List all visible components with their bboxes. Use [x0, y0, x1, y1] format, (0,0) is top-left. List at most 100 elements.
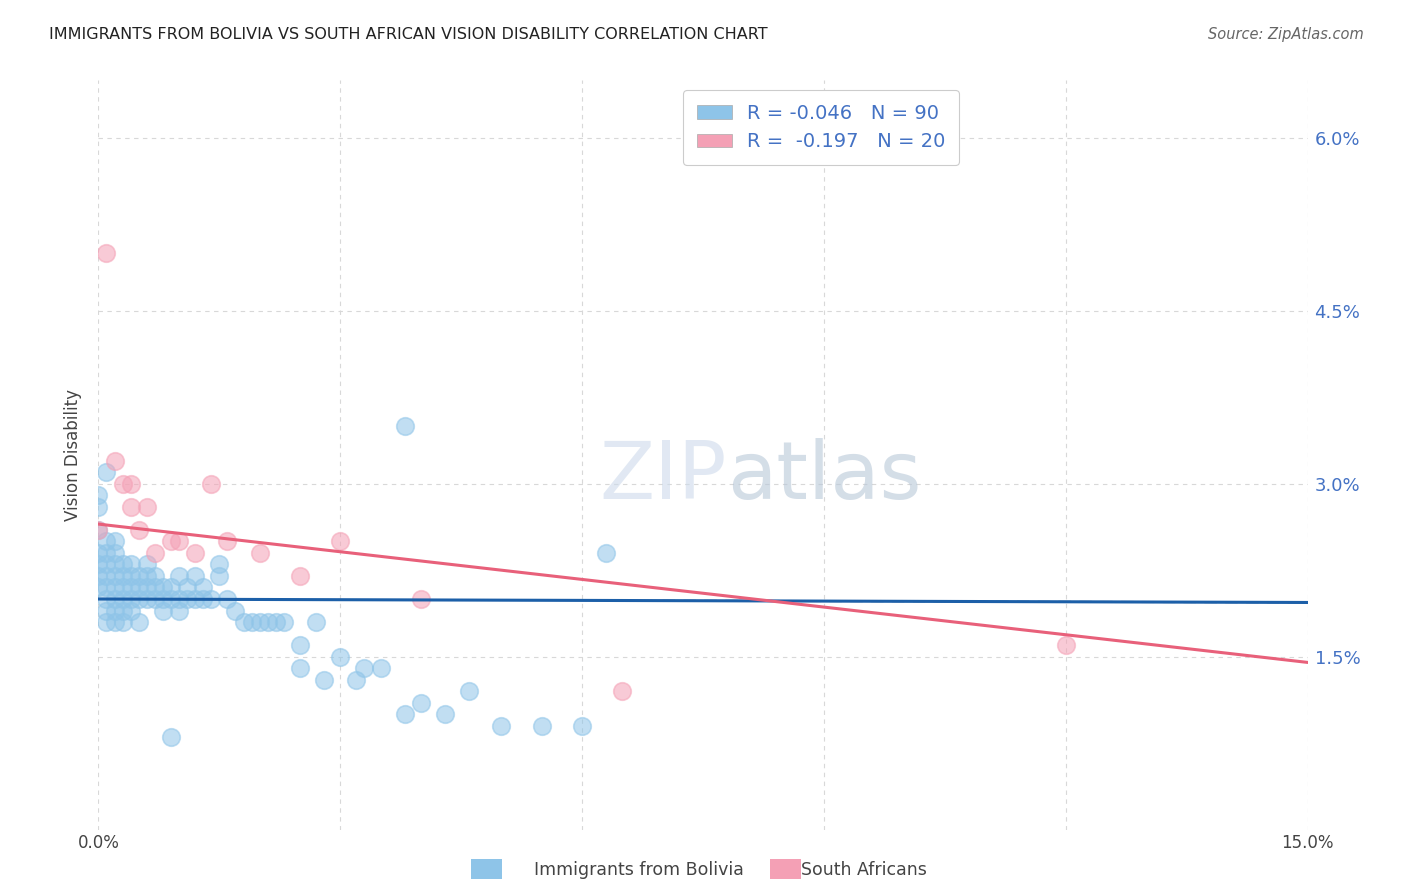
- Text: atlas: atlas: [727, 438, 921, 516]
- Point: [96, 615, 118, 629]
- Point: [530, 719, 553, 733]
- Point: [103, 592, 125, 607]
- Point: [167, 534, 190, 549]
- Point: [87, 488, 110, 502]
- Point: [96, 592, 118, 607]
- Point: [103, 534, 125, 549]
- Point: [120, 592, 142, 607]
- Point: [434, 707, 457, 722]
- Point: [344, 673, 367, 687]
- Point: [111, 569, 134, 583]
- Point: [167, 569, 190, 583]
- Point: [200, 592, 222, 607]
- Point: [103, 546, 125, 560]
- Point: [240, 615, 263, 629]
- Point: [87, 558, 110, 572]
- Point: [87, 581, 110, 595]
- Point: [120, 558, 142, 572]
- Point: [120, 569, 142, 583]
- Point: [111, 476, 134, 491]
- Point: [152, 592, 174, 607]
- Point: [409, 696, 432, 710]
- Point: [176, 581, 198, 595]
- Point: [256, 615, 278, 629]
- Point: [135, 558, 157, 572]
- Point: [184, 592, 207, 607]
- Point: [120, 476, 142, 491]
- Point: [103, 558, 125, 572]
- Point: [111, 615, 134, 629]
- Point: [135, 500, 157, 514]
- Point: [111, 581, 134, 595]
- Point: [96, 246, 118, 260]
- Point: [143, 592, 166, 607]
- Point: [409, 592, 432, 607]
- Point: [193, 592, 215, 607]
- Point: [96, 546, 118, 560]
- Point: [103, 615, 125, 629]
- Point: [160, 592, 183, 607]
- Text: Immigrants from Bolivia: Immigrants from Bolivia: [534, 861, 744, 879]
- Point: [491, 719, 513, 733]
- Point: [143, 581, 166, 595]
- Point: [288, 638, 311, 652]
- Point: [103, 453, 125, 467]
- Point: [103, 569, 125, 583]
- Point: [96, 581, 118, 595]
- Point: [184, 546, 207, 560]
- Text: IMMIGRANTS FROM BOLIVIA VS SOUTH AFRICAN VISION DISABILITY CORRELATION CHART: IMMIGRANTS FROM BOLIVIA VS SOUTH AFRICAN…: [49, 27, 768, 42]
- Point: [128, 615, 150, 629]
- Point: [184, 569, 207, 583]
- Point: [208, 569, 231, 583]
- Point: [111, 603, 134, 617]
- Point: [288, 569, 311, 583]
- Point: [329, 649, 352, 664]
- Point: [200, 476, 222, 491]
- Point: [120, 603, 142, 617]
- Point: [595, 546, 617, 560]
- Point: [111, 558, 134, 572]
- Point: [217, 534, 239, 549]
- Point: [111, 592, 134, 607]
- Point: [208, 558, 231, 572]
- Point: [96, 534, 118, 549]
- Point: [329, 534, 352, 549]
- Point: [87, 500, 110, 514]
- Point: [87, 523, 110, 537]
- Point: [1054, 638, 1077, 652]
- Text: ZIP: ZIP: [600, 438, 727, 516]
- Text: Source: ZipAtlas.com: Source: ZipAtlas.com: [1208, 27, 1364, 42]
- Point: [120, 581, 142, 595]
- Point: [176, 592, 198, 607]
- Point: [353, 661, 375, 675]
- Point: [128, 581, 150, 595]
- Point: [370, 661, 392, 675]
- Point: [232, 615, 254, 629]
- Point: [87, 569, 110, 583]
- Point: [273, 615, 295, 629]
- Point: [167, 592, 190, 607]
- Point: [96, 465, 118, 479]
- Point: [571, 719, 593, 733]
- Point: [96, 569, 118, 583]
- Point: [224, 603, 246, 617]
- Legend: R = -0.046   N = 90, R =  -0.197   N = 20: R = -0.046 N = 90, R = -0.197 N = 20: [683, 90, 959, 165]
- Point: [193, 581, 215, 595]
- Point: [160, 581, 183, 595]
- Point: [135, 581, 157, 595]
- Point: [249, 546, 271, 560]
- Point: [458, 684, 481, 698]
- Point: [612, 684, 634, 698]
- Point: [305, 615, 328, 629]
- Point: [96, 603, 118, 617]
- Point: [96, 558, 118, 572]
- Point: [394, 707, 416, 722]
- Point: [264, 615, 287, 629]
- Point: [135, 592, 157, 607]
- Point: [143, 569, 166, 583]
- Point: [128, 569, 150, 583]
- Point: [143, 546, 166, 560]
- Point: [128, 592, 150, 607]
- Point: [394, 419, 416, 434]
- Point: [103, 603, 125, 617]
